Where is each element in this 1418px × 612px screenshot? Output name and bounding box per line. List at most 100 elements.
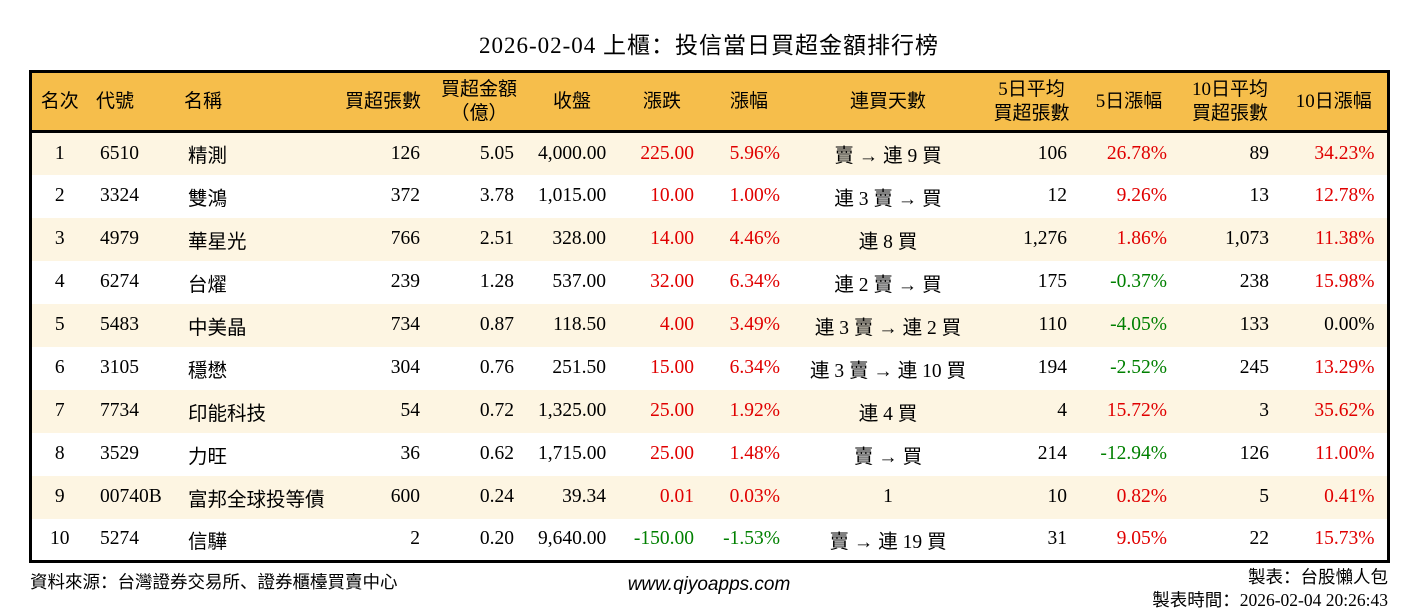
- cell-name: 台燿: [176, 260, 334, 304]
- cell-change_pct: 4.46%: [706, 217, 792, 261]
- cell-rank: 4: [30, 260, 88, 304]
- cell-net_buy_volume: 304: [334, 346, 432, 390]
- cell-chg5_pct: -2.52%: [1079, 346, 1179, 390]
- cell-net_buy_volume: 372: [334, 174, 432, 218]
- table-row: 8 3529 力旺 36 0.62 1,715.00 25.00 1.48% 賣 → 買 214-…: [30, 432, 1388, 476]
- cell-net_buy_volume: 2: [334, 518, 432, 562]
- column-header-avg10_volume: 10日平均 買超張數: [1179, 71, 1281, 132]
- cell-close: 39.34: [526, 475, 618, 519]
- cell-net_buy_amount: 0.24: [432, 475, 526, 519]
- cell-avg10_volume: 5: [1179, 475, 1281, 519]
- cell-name: 華星光: [176, 217, 334, 261]
- cell-code: 5274: [88, 518, 176, 562]
- column-header-change_pct: 漲幅: [706, 71, 792, 132]
- column-header-chg10_pct: 10日漲幅: [1281, 71, 1388, 132]
- cell-chg5_pct: -4.05%: [1079, 303, 1179, 347]
- cell-close: 4,000.00: [526, 131, 618, 175]
- cell-avg10_volume: 89: [1179, 131, 1281, 175]
- page-title: 2026-02-04 上櫃：投信當日買超金額排行榜: [478, 33, 940, 58]
- cell-change_pct: 3.49%: [706, 303, 792, 347]
- cell-net_buy_amount: 2.51: [432, 217, 526, 261]
- column-header-close: 收盤: [526, 71, 618, 132]
- cell-change_pct: 0.03%: [706, 475, 792, 519]
- cell-close: 1,015.00: [526, 174, 618, 218]
- cell-code: 5483: [88, 303, 176, 347]
- cell-close: 1,325.00: [526, 389, 618, 433]
- cell-rank: 6: [30, 346, 88, 390]
- cell-code: 00740B: [88, 475, 176, 519]
- cell-change_pct: 6.34%: [706, 260, 792, 304]
- cell-net_buy_amount: 0.87: [432, 303, 526, 347]
- cell-code: 4979: [88, 217, 176, 261]
- cell-avg10_volume: 245: [1179, 346, 1281, 390]
- cell-change_pct: 1.92%: [706, 389, 792, 433]
- cell-avg5_volume: 175: [984, 260, 1079, 304]
- cell-rank: 7: [30, 389, 88, 433]
- cell-change: 10.00: [618, 174, 706, 218]
- cell-consecutive_days: 連 8 買: [792, 217, 984, 261]
- cell-close: 251.50: [526, 346, 618, 390]
- cell-chg10_pct: 35.62%: [1281, 389, 1388, 433]
- cell-chg5_pct: 0.82%: [1079, 475, 1179, 519]
- cell-net_buy_amount: 5.05: [432, 131, 526, 175]
- cell-chg5_pct: 15.72%: [1079, 389, 1179, 433]
- cell-change_pct: -1.53%: [706, 518, 792, 562]
- column-header-net_buy_amount: 買超金額 （億）: [432, 71, 526, 132]
- cell-net_buy_volume: 54: [334, 389, 432, 433]
- cell-net_buy_amount: 0.20: [432, 518, 526, 562]
- cell-consecutive_days: 賣 → 連 9 買: [792, 131, 984, 175]
- column-header-code: 代號: [88, 71, 176, 132]
- cell-consecutive_days: 賣 → 連 19 買: [792, 518, 984, 562]
- cell-change: 4.00: [618, 303, 706, 347]
- column-header-avg5_volume: 5日平均 買超張數: [984, 71, 1079, 132]
- cell-avg10_volume: 133: [1179, 303, 1281, 347]
- cell-chg5_pct: -12.94%: [1079, 432, 1179, 476]
- cell-name: 精測: [176, 131, 334, 175]
- cell-change: 25.00: [618, 432, 706, 476]
- cell-chg10_pct: 0.00%: [1281, 303, 1388, 347]
- cell-rank: 8: [30, 432, 88, 476]
- cell-code: 7734: [88, 389, 176, 433]
- column-header-change: 漲跌: [618, 71, 706, 132]
- cell-name: 富邦全球投等債: [176, 475, 334, 519]
- cell-consecutive_days: 連 3 賣 → 連 10 買: [792, 346, 984, 390]
- cell-avg10_volume: 126: [1179, 432, 1281, 476]
- cell-code: 3324: [88, 174, 176, 218]
- cell-name: 印能科技: [176, 389, 334, 433]
- cell-net_buy_volume: 734: [334, 303, 432, 347]
- cell-change_pct: 6.34%: [706, 346, 792, 390]
- cell-change_pct: 1.48%: [706, 432, 792, 476]
- ranking-table: 名次 代號 名稱 買超張數 買超金額 （億） 收盤 漲跌 漲幅 連買天數 5日平均 買超張數 5日漲…: [28, 70, 1390, 563]
- column-header-consecutive_days: 連買天數: [792, 71, 984, 132]
- website-link[interactable]: www.qiyoapps.com: [627, 574, 791, 595]
- cell-avg10_volume: 3: [1179, 389, 1281, 433]
- footer: 資料來源：台灣證券交易所、證券櫃檯買賣中心 www.qiyoapps.com 製…: [30, 566, 1388, 612]
- cell-close: 118.50: [526, 303, 618, 347]
- cell-close: 537.00: [526, 260, 618, 304]
- cell-consecutive_days: 賣 → 買: [792, 432, 984, 476]
- cell-chg5_pct: -0.37%: [1079, 260, 1179, 304]
- cell-code: 3529: [88, 432, 176, 476]
- cell-avg5_volume: 214: [984, 432, 1079, 476]
- cell-consecutive_days: 連 3 賣 → 連 2 買: [792, 303, 984, 347]
- table-row: 10 5274 信驊 2 0.20 9,640.00 -150.00 -1.53% 賣 → 連 …: [30, 518, 1388, 562]
- cell-chg10_pct: 11.38%: [1281, 217, 1388, 261]
- cell-net_buy_amount: 1.28: [432, 260, 526, 304]
- cell-change: 15.00: [618, 346, 706, 390]
- cell-consecutive_days: 連 2 賣 → 買: [792, 260, 984, 304]
- cell-net_buy_amount: 0.62: [432, 432, 526, 476]
- table-row: 5 5483 中美晶 734 0.87 118.50 4.00 3.49% 連 3 賣 → 連 …: [30, 303, 1388, 347]
- cell-name: 力旺: [176, 432, 334, 476]
- cell-chg5_pct: 26.78%: [1079, 131, 1179, 175]
- cell-name: 中美晶: [176, 303, 334, 347]
- cell-net_buy_volume: 36: [334, 432, 432, 476]
- cell-consecutive_days: 連 4 買: [792, 389, 984, 433]
- cell-net_buy_amount: 0.72: [432, 389, 526, 433]
- cell-avg5_volume: 31: [984, 518, 1079, 562]
- cell-net_buy_volume: 766: [334, 217, 432, 261]
- cell-avg10_volume: 1,073: [1179, 217, 1281, 261]
- cell-chg5_pct: 1.86%: [1079, 217, 1179, 261]
- cell-change: 14.00: [618, 217, 706, 261]
